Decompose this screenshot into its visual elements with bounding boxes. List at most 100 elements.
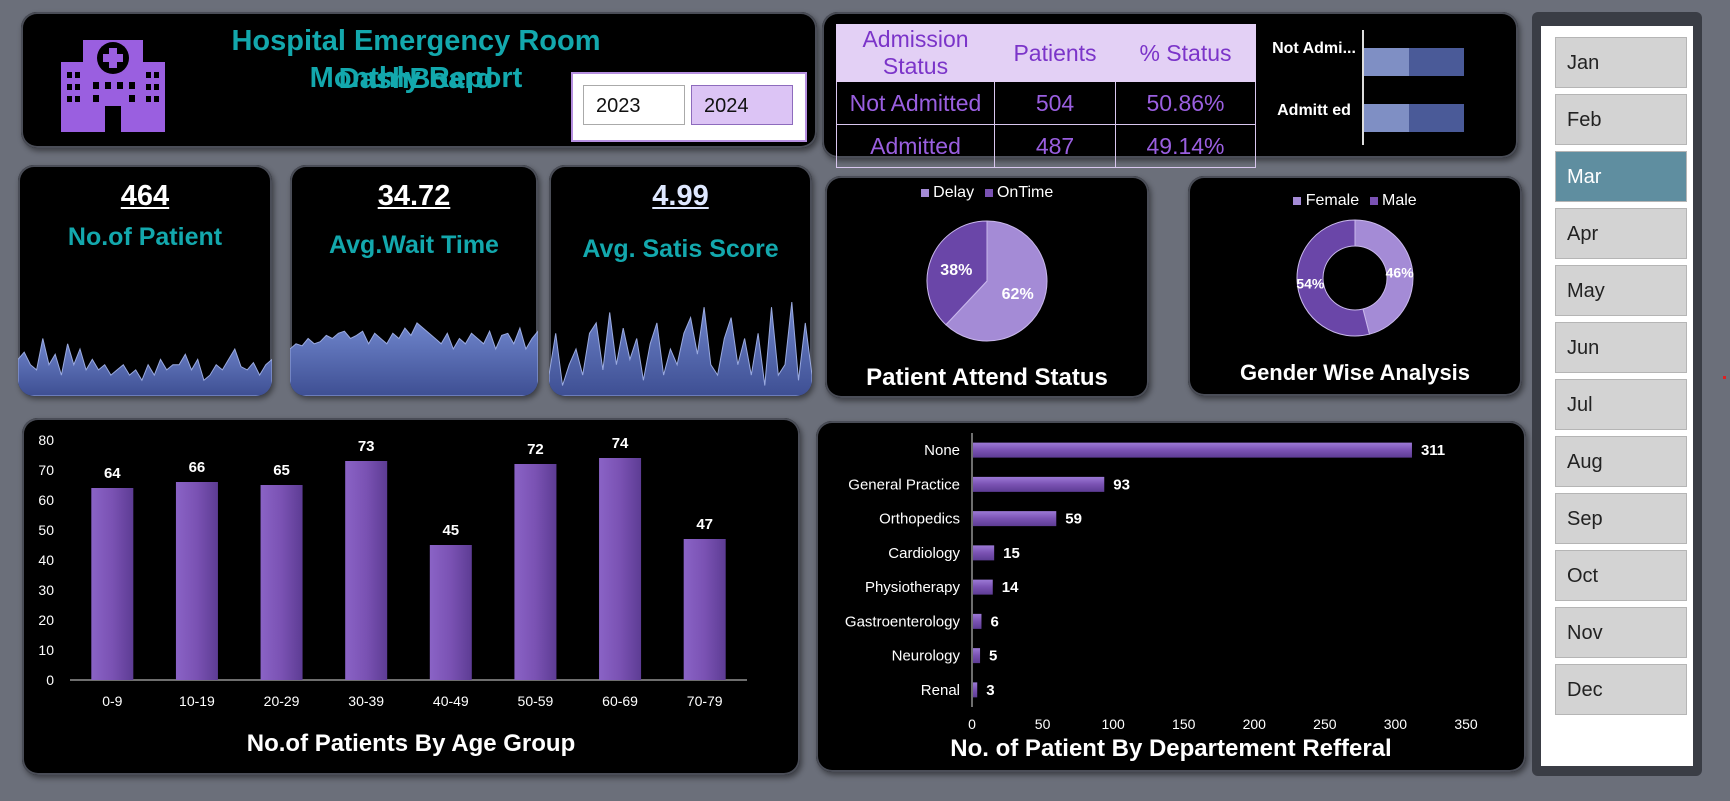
x-tick-label: 200 (1243, 716, 1267, 731)
x-tick-label: 0 (968, 716, 976, 731)
x-tick-label: 40-49 (433, 693, 469, 709)
donut-label-male: 54% (1296, 276, 1325, 292)
month-button-dec[interactable]: Dec (1555, 664, 1687, 715)
dept-bar-neurology (973, 648, 981, 664)
attend-chart-title: Patient Attend Status (866, 364, 1108, 391)
age-group-panel: 0 10 20 30 40 50 60 70 80 64 0-9 66 10-19 65 20-29 73 30… (22, 418, 800, 775)
mini-bar-not-admitted (1364, 48, 1464, 76)
x-tick-label: 100 (1101, 716, 1125, 731)
table-row: Not Admitted 504 50.86% (836, 81, 1256, 125)
attend-status-panel: Delay OnTime 62% 38% Patient Attend Statu… (825, 176, 1149, 398)
month-button-may[interactable]: May (1555, 265, 1687, 316)
mini-bar-label-admitted: Admitt ed (1277, 102, 1351, 119)
year-slicer: 2023 2024 (571, 72, 807, 142)
percent-status-header: % Status (1115, 24, 1256, 82)
age-bar-value-label: 64 (104, 465, 121, 482)
sparkline-area (549, 301, 812, 396)
month-button-apr[interactable]: Apr (1555, 208, 1687, 259)
y-tick-label: 10 (38, 642, 54, 658)
donut-label-female: 46% (1386, 264, 1415, 280)
kpi-value: 4.99 (652, 180, 709, 212)
month-button-nov[interactable]: Nov (1555, 607, 1687, 658)
legend-label-male: Male (1382, 192, 1417, 209)
pie-slice-delay (926, 220, 988, 326)
x-tick-label: 20-29 (264, 693, 300, 709)
dept-bar-value-label: 93 (1113, 476, 1130, 493)
y-tick-label: None (924, 442, 960, 459)
y-tick-label: 80 (38, 432, 54, 448)
dept-bar-renal (973, 682, 978, 698)
legend-label-female: Female (1305, 192, 1360, 209)
month-button-mar[interactable]: Mar (1555, 151, 1687, 202)
month-button-sep[interactable]: Sep (1555, 493, 1687, 544)
age-bar-0-9 (91, 488, 134, 680)
y-tick-label: Renal (921, 682, 960, 699)
mini-bar-label-not-admitted: Not Admi... (1272, 40, 1356, 57)
dept-referral-panel: None 311 General Practice 93 Orthopedics 59 Ca… (816, 421, 1526, 772)
kpi-label: Avg. Satis Score (582, 235, 779, 263)
sparkline-area (18, 338, 272, 396)
y-tick-label: Neurology (892, 648, 961, 665)
x-tick-label: 350 (1454, 716, 1478, 731)
age-bar-60-69 (599, 458, 642, 680)
age-bar-70-79 (683, 539, 726, 680)
age-bar-value-label: 45 (442, 522, 459, 539)
gender-donut-chart: 46% 54% (1296, 219, 1415, 337)
sparkline-patients (18, 338, 272, 396)
month-button-aug[interactable]: Aug (1555, 436, 1687, 487)
kpi-card-wait-time: 34.72 Avg.Wait Time (290, 165, 538, 396)
y-tick-label: 20 (38, 612, 54, 628)
age-group-bar-chart: 0 10 20 30 40 50 60 70 80 64 0-9 66 10-19 65 20-29 73 30… (38, 432, 747, 709)
y-tick-label: 70 (38, 462, 54, 478)
legend-swatch-delay (920, 189, 929, 197)
y-tick-label: Cardiology (888, 545, 960, 562)
month-button-feb[interactable]: Feb (1555, 94, 1687, 145)
dept-referral-bar-chart: None 311 General Practice 93 Orthopedics 59 Ca… (845, 433, 1478, 731)
month-button-oct[interactable]: Oct (1555, 550, 1687, 601)
month-button-jan[interactable]: Jan (1555, 37, 1687, 88)
y-tick-label: Orthopedics (879, 511, 960, 528)
y-tick-label: Gastroenterology (845, 613, 961, 630)
percent-cell: 49.14% (1115, 124, 1256, 168)
x-tick-label: 60-69 (602, 693, 638, 709)
age-bar-10-19 (175, 482, 218, 680)
patients-header: Patients (994, 24, 1116, 82)
dept-bar-orthopedics (973, 511, 1057, 527)
x-tick-label: 250 (1313, 716, 1337, 731)
age-bar-value-label: 65 (273, 462, 290, 479)
y-tick-label: 30 (38, 582, 54, 598)
dashboard-title: Hospital Emergency Room DashBoard (231, 25, 601, 95)
legend-label-delay: Delay (933, 184, 975, 201)
hospital-icon (61, 40, 165, 132)
admission-status-cell: Not Admitted (836, 81, 995, 125)
dept-bar-value-label: 15 (1003, 545, 1020, 562)
pie-label-ontime: 62% (1002, 286, 1034, 303)
month-button-jun[interactable]: Jun (1555, 322, 1687, 373)
kpi-card-patients: 464 No.of Patient (18, 165, 272, 396)
attend-pie-chart: 62% 38% (926, 220, 1048, 342)
legend-swatch-ontime (984, 189, 993, 197)
dept-bar-general-practice (973, 476, 1105, 492)
mini-bar-admitted (1364, 104, 1464, 132)
admission-table: Admission Status Patients % Status Not A… (836, 24, 1256, 168)
legend-label-ontime: OnTime (996, 184, 1054, 201)
x-tick-label: 50-59 (518, 693, 554, 709)
gender-chart-title: Gender Wise Analysis (1239, 360, 1471, 385)
pie-label-delay: 38% (940, 262, 972, 279)
year-2024-button[interactable]: 2024 (691, 85, 793, 125)
table-row: Admitted 487 49.14% (836, 124, 1256, 168)
patients-cell: 487 (994, 124, 1116, 168)
legend-swatch-male (1369, 197, 1378, 205)
x-tick-label: 30-39 (348, 693, 384, 709)
month-button-jul[interactable]: Jul (1555, 379, 1687, 430)
legend-swatch-female (1293, 197, 1302, 205)
x-tick-label: 300 (1384, 716, 1408, 731)
y-tick-label: Physiotherapy (865, 579, 961, 596)
kpi-value: 34.72 (377, 180, 451, 212)
dept-bar-physiotherapy (973, 579, 993, 595)
y-tick-label: 40 (38, 552, 54, 568)
sparkline-wait-time (290, 322, 538, 396)
year-2023-button[interactable]: 2023 (583, 85, 685, 125)
age-bar-20-29 (260, 485, 303, 680)
age-bar-50-59 (514, 464, 557, 680)
